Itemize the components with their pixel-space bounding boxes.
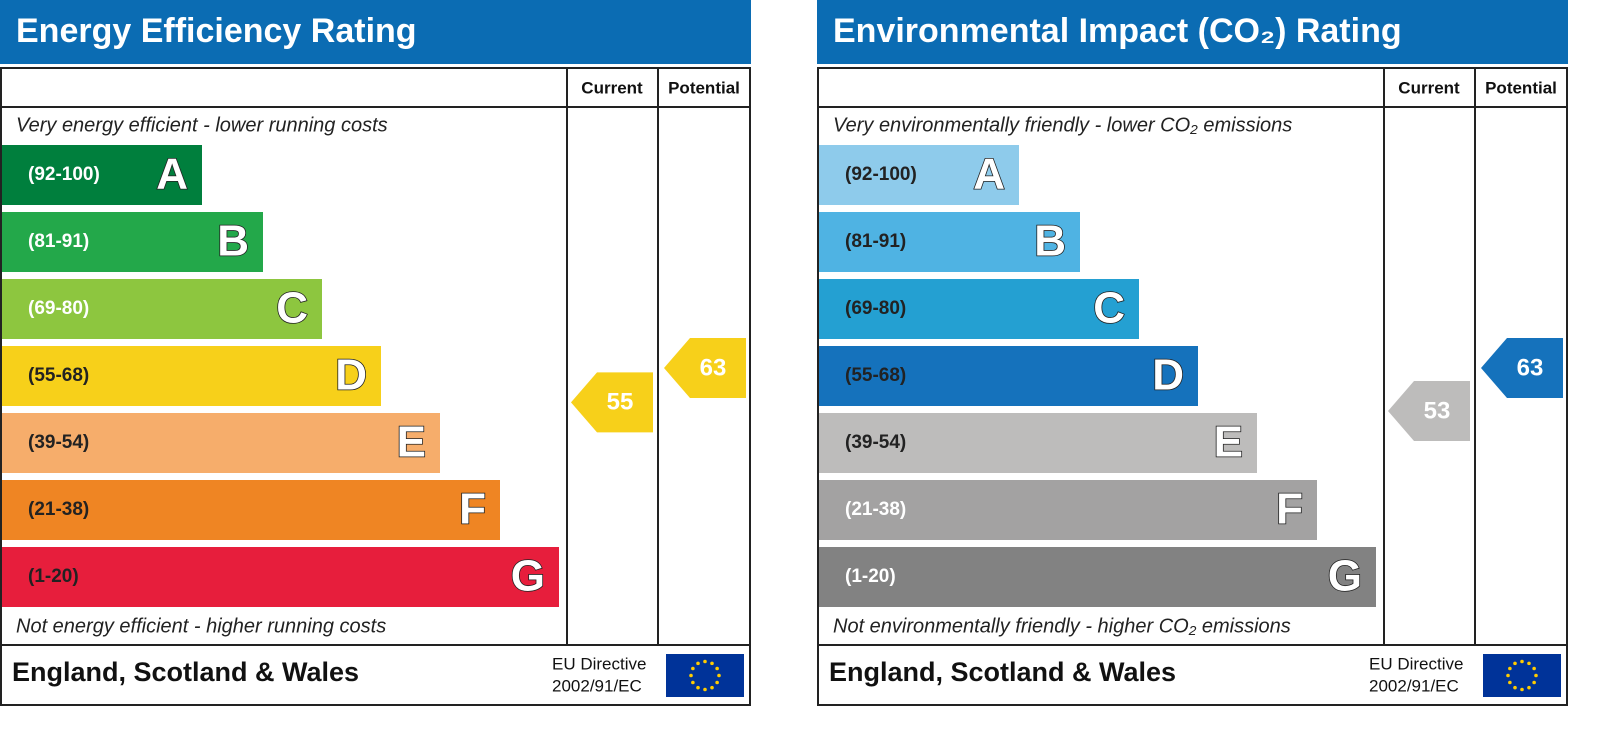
eu-star (715, 666, 719, 671)
band-range: (69-80) (845, 298, 906, 319)
eu-star (1513, 685, 1517, 690)
band-bar (819, 346, 1198, 406)
eu-star (696, 685, 700, 690)
band-bar (2, 547, 559, 607)
bottom-note: Not environmentally friendly - higher CO… (833, 615, 1291, 637)
band-range: (69-80) (28, 298, 89, 319)
top-note: Very energy efficient - lower running co… (16, 114, 388, 136)
eu-star (1508, 680, 1512, 685)
directive-line: EU Directive (1369, 654, 1463, 673)
band-range: (55-68) (845, 365, 906, 386)
band-range: (81-91) (845, 231, 906, 252)
band-bar (2, 145, 202, 205)
band-bar (2, 212, 263, 272)
band-range: (21-38) (845, 499, 906, 520)
panel-title: Environmental Impact (CO₂) Rating (833, 12, 1402, 50)
band-letter: B (1034, 217, 1066, 266)
band-range: (92-100) (845, 164, 917, 185)
eu-star (691, 680, 695, 685)
column-header: Current (1398, 78, 1460, 97)
eu-star (691, 666, 695, 671)
band-range: (1-20) (845, 566, 896, 587)
band-range: (39-54) (28, 432, 89, 453)
rating-arrow (1481, 338, 1563, 398)
rating-arrow (1388, 381, 1470, 441)
bottom-note: Not energy efficient - higher running co… (16, 615, 386, 637)
band-bar (819, 212, 1080, 272)
eu-star (696, 661, 700, 666)
footer-region: England, Scotland & Wales (12, 657, 359, 687)
band-range: (39-54) (845, 432, 906, 453)
band-range: (55-68) (28, 365, 89, 386)
eu-star (715, 680, 719, 685)
eu-star (1520, 659, 1524, 664)
band-letter: D (335, 351, 367, 400)
eu-star (717, 673, 721, 678)
rating-value: 55 (607, 389, 634, 416)
band-letter: D (1152, 351, 1184, 400)
eu-star (1508, 666, 1512, 671)
band-letter: E (397, 418, 426, 467)
rating-value: 53 (1424, 397, 1451, 424)
eu-star (1506, 673, 1510, 678)
footer-region: England, Scotland & Wales (829, 657, 1176, 687)
eu-star (1513, 661, 1517, 666)
header-bar (0, 0, 751, 64)
header-bar (817, 0, 1568, 64)
band-bar (819, 145, 1019, 205)
band-letter: C (1093, 284, 1125, 333)
eu-star (689, 673, 693, 678)
band-letter: A (973, 150, 1005, 199)
band-bar (2, 279, 322, 339)
band-bar (2, 480, 500, 540)
band-bar (819, 480, 1317, 540)
column-header: Current (581, 78, 643, 97)
eu-star (1520, 687, 1524, 692)
eu-star (710, 661, 714, 666)
band-bar (2, 413, 440, 473)
band-letter: F (1276, 485, 1303, 534)
rating-value: 63 (1517, 354, 1544, 381)
band-bar (819, 279, 1139, 339)
band-letter: G (511, 552, 545, 601)
band-letter: C (276, 284, 308, 333)
band-bar (2, 346, 381, 406)
rating-arrow (664, 338, 746, 398)
rating-panel: Energy Efficiency Rating Current Potential… (0, 0, 751, 706)
rating-panel: Environmental Impact (CO₂) Rating Current… (817, 0, 1568, 706)
band-range: (21-38) (28, 499, 89, 520)
band-letter: F (459, 485, 486, 534)
eu-star (710, 685, 714, 690)
eu-star (703, 659, 707, 664)
top-note: Very environmentally friendly - lower CO… (833, 114, 1292, 136)
eu-star (1532, 666, 1536, 671)
eu-star (1527, 685, 1531, 690)
band-letter: G (1328, 552, 1362, 601)
column-header: Potential (668, 78, 740, 97)
eu-star (1532, 680, 1536, 685)
band-range: (81-91) (28, 231, 89, 252)
rating-arrow (571, 372, 653, 433)
eu-star (1527, 661, 1531, 666)
panel-title: Energy Efficiency Rating (16, 12, 417, 50)
directive-line: 2002/91/EC (1369, 676, 1459, 695)
band-range: (1-20) (28, 566, 79, 587)
column-header: Potential (1485, 78, 1557, 97)
band-letter: A (156, 150, 188, 199)
band-bar (819, 547, 1376, 607)
rating-value: 63 (700, 354, 727, 381)
band-range: (92-100) (28, 164, 100, 185)
band-letter: B (217, 217, 249, 266)
band-bar (819, 413, 1257, 473)
eu-star (1534, 673, 1538, 678)
eu-star (703, 687, 707, 692)
directive-line: EU Directive (552, 654, 646, 673)
directive-line: 2002/91/EC (552, 676, 642, 695)
band-letter: E (1214, 418, 1243, 467)
